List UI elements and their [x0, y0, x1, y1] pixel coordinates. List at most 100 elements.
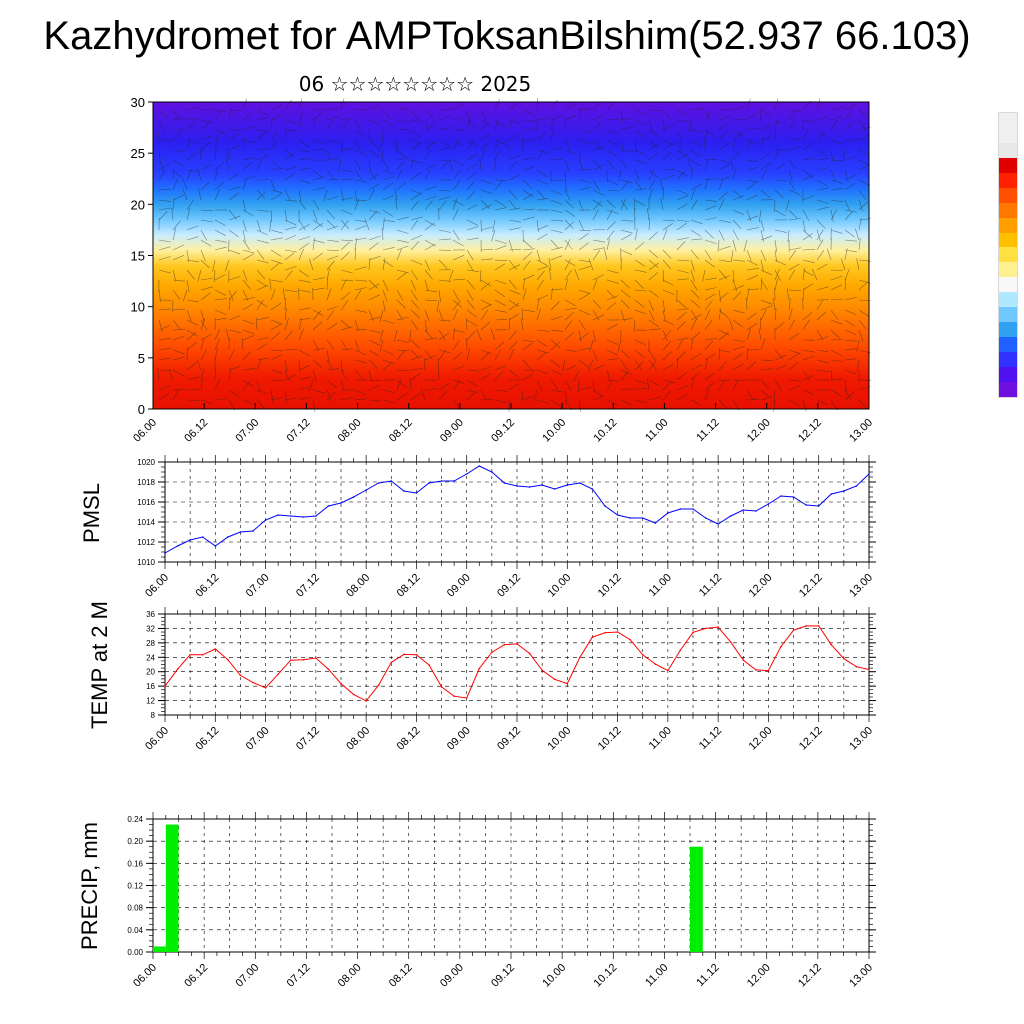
wind-barb — [634, 169, 640, 182]
data-point — [692, 631, 694, 634]
x-tick-label: 09.12 — [489, 417, 517, 445]
wind-barb — [214, 188, 221, 201]
x-tick-label: 07.12 — [294, 725, 322, 753]
wind-barb — [746, 275, 759, 281]
wind-barb — [282, 288, 286, 301]
wind-barb — [186, 309, 192, 322]
wind-barb — [844, 229, 855, 238]
wind-barb — [466, 319, 478, 327]
wind-barb — [452, 116, 465, 121]
x-tick-label: 06.00 — [143, 725, 171, 753]
wind-barb — [452, 289, 460, 301]
wind-barb — [746, 259, 758, 266]
data-point — [553, 488, 556, 490]
wind-barb — [592, 199, 604, 207]
wind-barb — [676, 357, 678, 371]
y-tick-label: 28 — [146, 639, 155, 648]
colorbar-swatch — [999, 277, 1017, 293]
wind-barb — [606, 358, 619, 361]
wind-barb — [284, 234, 297, 241]
wind-barb — [844, 369, 857, 375]
wind-barb — [662, 299, 665, 312]
data-point — [315, 515, 317, 517]
wind-barb — [326, 196, 339, 201]
y-tick-label: 30 — [131, 95, 145, 110]
data-point — [415, 654, 418, 656]
wind-barb — [550, 399, 562, 408]
y-tick-label: 0.24 — [127, 815, 143, 824]
colorbar-swatch — [999, 381, 1017, 397]
wind-barb — [662, 351, 672, 361]
wind-barb — [368, 209, 381, 214]
x-tick-label: 08.12 — [387, 962, 415, 990]
wind-barb — [312, 310, 322, 321]
wind-barb — [368, 183, 380, 191]
wind-barb — [522, 339, 535, 343]
wind-barb — [158, 163, 170, 171]
wind-barb — [242, 229, 246, 242]
data-point — [365, 489, 367, 491]
wind-barb — [200, 229, 208, 241]
wind-barb — [704, 388, 709, 401]
wind-barb — [284, 289, 297, 292]
wind-barb — [298, 376, 311, 381]
data-point — [767, 503, 770, 505]
wind-barb — [382, 279, 389, 292]
wind-barb — [690, 108, 703, 111]
data-point — [843, 490, 845, 492]
x-tick-label: 08.00 — [336, 417, 364, 445]
wind-barb — [270, 323, 282, 331]
wind-barb — [448, 158, 454, 171]
wind-barb — [326, 116, 339, 121]
wind-barb — [298, 157, 311, 161]
wind-barb — [564, 389, 567, 402]
wind-barb — [158, 393, 170, 401]
wind-barb — [396, 349, 410, 352]
wind-barb — [382, 359, 395, 364]
wind-barb — [158, 325, 171, 331]
wind-barb — [732, 269, 735, 282]
wind-barb — [802, 374, 815, 381]
wind-barb — [424, 149, 431, 161]
wind-barb — [214, 239, 227, 243]
wind-barb — [228, 192, 239, 201]
wind-barb — [284, 374, 296, 381]
wind-barb — [704, 353, 716, 361]
wind-barb — [717, 239, 720, 253]
wind-barb — [760, 277, 763, 291]
wind-barb — [354, 179, 367, 183]
wind-barb — [172, 369, 184, 377]
y-tick-label: 0.00 — [127, 948, 143, 957]
data-point — [352, 496, 355, 498]
wind-barb — [410, 299, 420, 310]
data-point — [478, 667, 481, 670]
wind-barb — [326, 219, 336, 229]
wind-barb — [844, 209, 857, 213]
x-tick-label: 06.00 — [131, 417, 159, 445]
wind-barb — [256, 259, 269, 264]
wind-barb — [592, 379, 595, 392]
wind-barb — [844, 339, 857, 342]
wind-barb — [186, 331, 197, 341]
wind-barb — [830, 298, 844, 301]
wind-barb — [200, 119, 213, 123]
wind-barb — [270, 104, 282, 111]
wind-barb — [648, 143, 660, 151]
wind-barb — [326, 389, 332, 402]
data-point — [176, 668, 179, 670]
wind-barb — [564, 365, 577, 371]
wind-barb — [522, 342, 533, 351]
wind-barb — [200, 277, 213, 281]
wind-barb — [340, 369, 348, 381]
x-tick-label: 11.00 — [643, 417, 670, 444]
x-tick-label: 09.12 — [495, 572, 523, 600]
wind-barb — [830, 329, 840, 339]
wind-barb — [662, 124, 674, 131]
wind-barb — [802, 119, 815, 123]
wind-barb — [214, 138, 218, 151]
wind-barb — [326, 277, 328, 291]
wind-barb — [844, 248, 848, 261]
wind-barb — [354, 219, 367, 223]
data-point — [516, 485, 518, 487]
wind-barb — [242, 319, 255, 325]
